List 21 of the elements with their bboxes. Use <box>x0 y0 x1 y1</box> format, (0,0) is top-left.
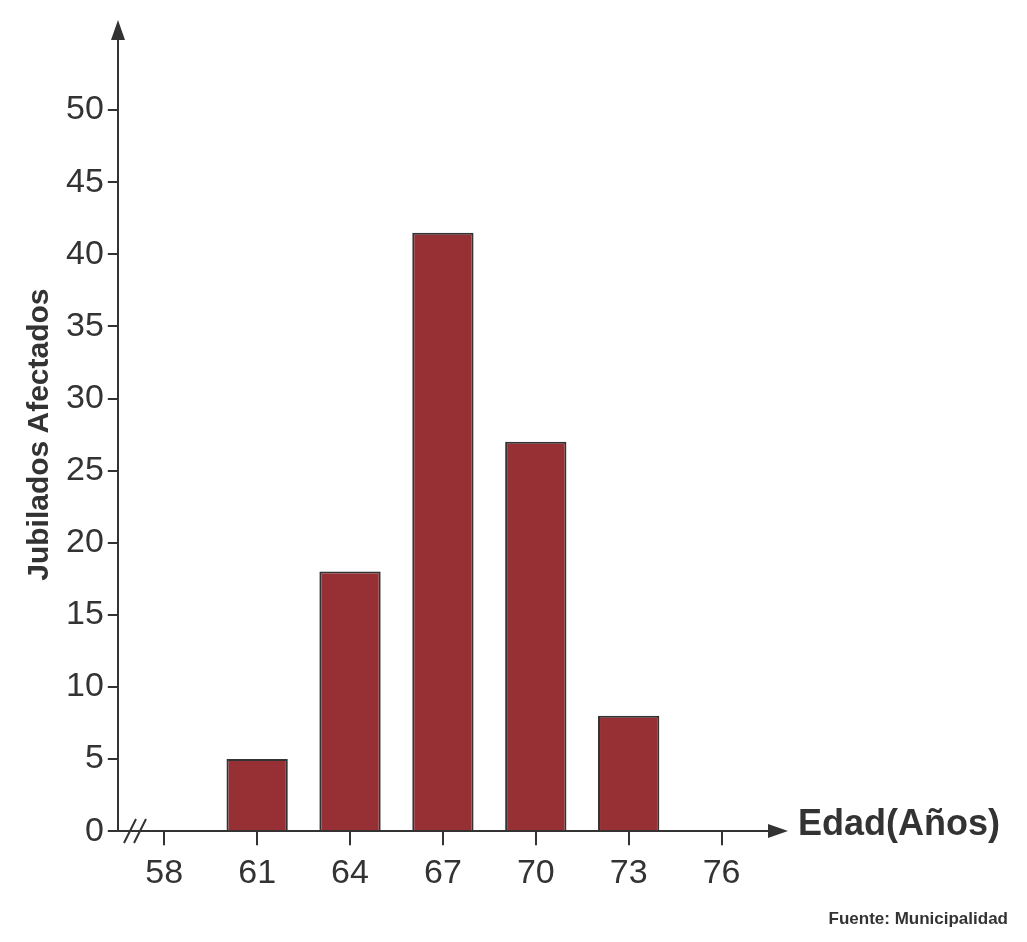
x-tick-label: 73 <box>609 851 648 890</box>
y-tick-label: 5 <box>84 737 104 776</box>
source-note: Fuente: Municipalidad <box>828 909 1008 929</box>
x-axis-title: Edad(Años) <box>798 802 1000 844</box>
x-tick-label: 61 <box>238 851 277 890</box>
y-tick-label: 30 <box>65 376 104 415</box>
x-tick-label: 64 <box>331 851 369 890</box>
y-tick-label: 40 <box>65 232 104 271</box>
x-tick-label: 58 <box>145 851 184 890</box>
y-tick-label: 20 <box>65 521 104 560</box>
y-tick-label: 35 <box>65 304 104 343</box>
x-tick-label: 70 <box>516 851 555 890</box>
x-tick-label: 76 <box>702 851 741 890</box>
y-tick-label: 0 <box>84 809 104 848</box>
y-axis-title: Jubilados Afectados <box>21 288 55 581</box>
y-tick-label: 45 <box>65 160 104 199</box>
y-tick-label: 25 <box>65 449 104 488</box>
y-tick-label: 10 <box>65 665 104 704</box>
x-tick-label: 67 <box>424 851 462 890</box>
y-tick-label: 15 <box>65 593 104 632</box>
y-tick-label: 50 <box>65 88 104 127</box>
